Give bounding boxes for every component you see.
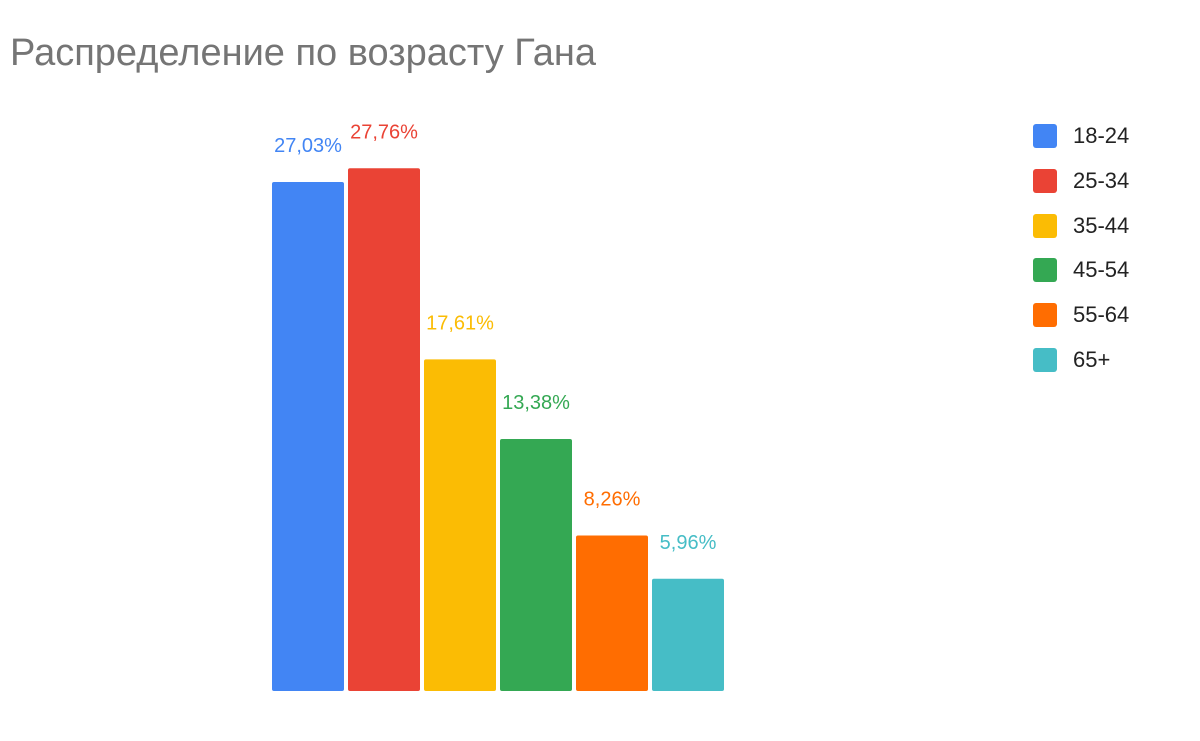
legend: 18-24 25-34 35-44 45-54 55-64 65+ — [1033, 122, 1129, 391]
legend-label: 25-34 — [1073, 167, 1130, 193]
data-label-45-54: 13,38% — [502, 392, 570, 414]
bar-45-54 — [500, 439, 572, 691]
data-label-35-44: 17,61% — [426, 312, 494, 334]
legend-label: 55-64 — [1073, 302, 1130, 328]
legend-label: 45-54 — [1073, 257, 1130, 283]
legend-item-45-54: 45-54 — [1033, 256, 1129, 284]
legend-label: 65+ — [1073, 346, 1111, 372]
legend-swatch — [1033, 258, 1057, 283]
legend-swatch — [1033, 213, 1057, 238]
legend-swatch — [1033, 303, 1057, 328]
legend-item-65+: 65+ — [1033, 346, 1129, 374]
legend-swatch — [1033, 347, 1057, 372]
bar-18-24 — [272, 182, 344, 692]
legend-label: 18-24 — [1073, 123, 1130, 148]
legend-swatch — [1033, 124, 1057, 148]
bar-65+ — [652, 578, 724, 691]
legend-item-35-44: 35-44 — [1033, 212, 1129, 240]
data-label-25-34: 27,76% — [350, 121, 418, 143]
data-label-55-64: 8,26% — [584, 488, 641, 510]
legend-item-18-24: 18-24 — [1033, 122, 1129, 150]
data-label-18-24: 27,03% — [274, 135, 342, 157]
data-label-65+: 5,96% — [660, 532, 717, 554]
bar-35-44 — [424, 359, 496, 691]
bar-55-64 — [576, 535, 648, 691]
legend-swatch — [1033, 168, 1057, 193]
legend-label: 35-44 — [1073, 212, 1130, 238]
legend-item-25-34: 25-34 — [1033, 167, 1129, 195]
chart-title: Распределение по возрасту Гана — [10, 32, 596, 74]
legend-item-55-64: 55-64 — [1033, 301, 1129, 329]
bar-25-34 — [348, 168, 420, 692]
